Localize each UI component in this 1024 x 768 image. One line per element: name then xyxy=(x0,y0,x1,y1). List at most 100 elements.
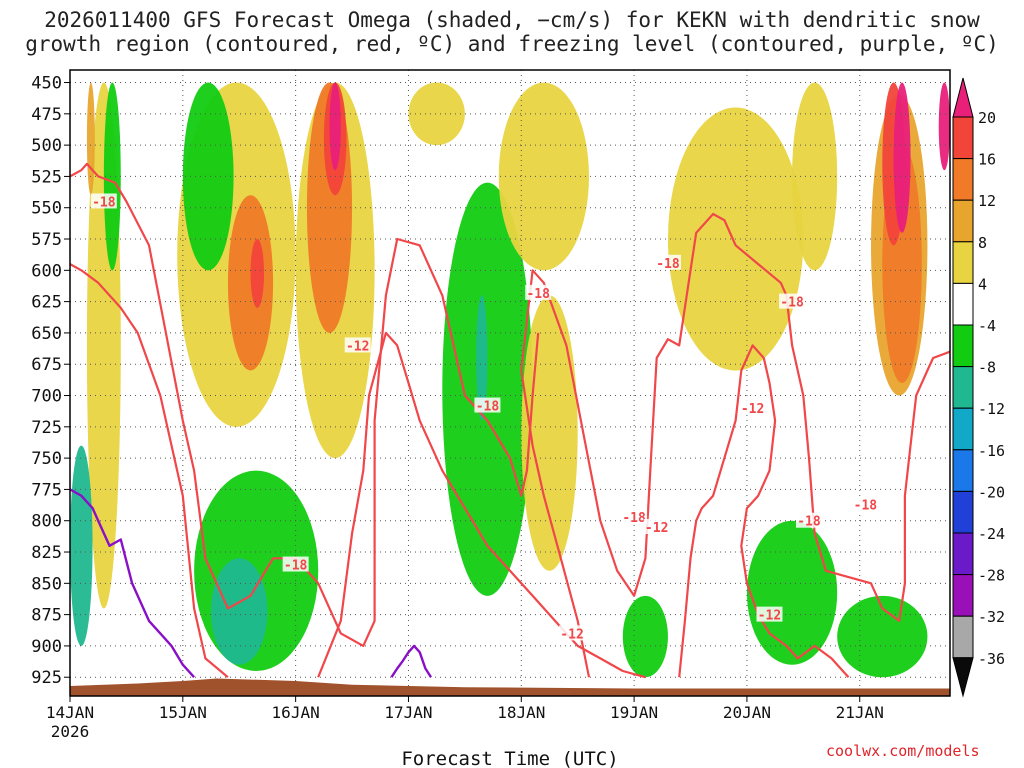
y-tick-label: 650 xyxy=(31,324,62,344)
omega-region-neg_4_8 xyxy=(837,595,928,678)
chart-title-line1: 2026011400 GFS Forecast Omega (shaded, −… xyxy=(44,8,980,32)
y-tick-label: 725 xyxy=(31,418,62,438)
y-tick-label: 500 xyxy=(31,136,62,156)
y-tick-label: 750 xyxy=(31,449,62,469)
omega-region-neg_4_8 xyxy=(103,82,121,271)
omega-region-pos_20 xyxy=(938,82,950,171)
colorbar-segment xyxy=(952,241,974,284)
dgz-contour--18 xyxy=(70,162,540,648)
contour-label: -18 xyxy=(284,559,308,574)
freezing-level-contour xyxy=(70,488,195,679)
y-tick-label: 675 xyxy=(31,355,62,375)
omega-region-pos_20 xyxy=(893,82,911,233)
dgz-contour--18 xyxy=(785,295,950,623)
omega-region-pos_8_12 xyxy=(86,82,95,196)
plot-frame xyxy=(69,69,951,697)
contour-label: -18 xyxy=(476,400,500,415)
y-tick-label: 600 xyxy=(31,261,62,281)
omega-region-neg_8_12 xyxy=(476,295,488,421)
x-tick-label: 20JAN xyxy=(723,703,771,722)
colorbar-label: -28 xyxy=(978,567,1005,585)
colorbar-segment xyxy=(952,449,974,492)
omega-region-neg_4_8 xyxy=(182,82,234,271)
colorbar-segment xyxy=(952,615,974,659)
contour-label: -18 xyxy=(656,257,680,272)
omega-region-neg_4_8 xyxy=(442,182,533,596)
x-tick-label: 16JAN xyxy=(272,703,320,722)
y-tick-label: 775 xyxy=(31,480,62,500)
omega-region-neg_8_12 xyxy=(211,558,268,665)
omega-region-pos_16_20 xyxy=(250,239,265,308)
x-tick-label: 14JAN xyxy=(46,703,94,722)
y-tick-label: 450 xyxy=(31,74,62,94)
y-tick-label: 525 xyxy=(31,167,62,187)
colorbar-segment xyxy=(952,490,974,534)
chart-title-line2: growth region (contoured, red, ºC) and f… xyxy=(25,32,999,56)
contour-label: -12 xyxy=(645,521,668,536)
x-tick-year: 2026 xyxy=(51,722,90,741)
colorbar-label: -20 xyxy=(978,483,1005,501)
dgz-contour--18 xyxy=(520,212,788,678)
colorbar-label: -4 xyxy=(978,317,996,335)
colorbar-label: -8 xyxy=(978,359,996,377)
contour-label: -18 xyxy=(780,296,804,311)
colorbar-segment xyxy=(952,574,974,617)
y-tick-label: 825 xyxy=(31,543,62,563)
colorbar-label: 20 xyxy=(978,109,996,127)
x-axis-label: Forecast Time (UTC) xyxy=(401,748,618,768)
credit-text: coolwx.com/models xyxy=(826,742,980,760)
contour-label: -18 xyxy=(622,511,646,526)
omega-region-pos_12_16 xyxy=(227,195,274,371)
omega-region-pos_4_8 xyxy=(792,82,838,271)
omega-region-neg_8_12 xyxy=(70,445,93,646)
x-tick-label: 15JAN xyxy=(159,703,207,722)
contour-label: -12 xyxy=(346,339,369,354)
omega-region-pos_20 xyxy=(329,82,341,171)
x-tick-label: 18JAN xyxy=(497,703,545,722)
y-tick-label: 900 xyxy=(31,637,62,657)
colorbar-segment xyxy=(952,116,974,160)
y-tick-label: 850 xyxy=(31,574,62,594)
y-tick-label: 925 xyxy=(31,668,62,688)
colorbar-top-arrow xyxy=(952,77,974,118)
y-tick-label: 550 xyxy=(31,199,62,219)
y-tick-label: 475 xyxy=(31,105,62,125)
colorbar-label: 16 xyxy=(978,151,996,169)
contour-label: -18 xyxy=(92,195,116,210)
colorbar-label: 8 xyxy=(978,234,987,252)
colorbar-segment xyxy=(952,199,974,243)
omega-region-pos_4_8 xyxy=(498,82,589,271)
y-tick-label: 800 xyxy=(31,512,62,532)
colorbar-label: -16 xyxy=(978,442,1005,460)
y-tick-label: 700 xyxy=(31,387,62,407)
omega-region-neg_4_8 xyxy=(746,520,838,665)
contour-label: -12 xyxy=(758,609,781,624)
y-tick-label: 875 xyxy=(31,606,62,626)
x-tick-label: 21JAN xyxy=(836,703,884,722)
dgz-contour--12 xyxy=(70,263,229,679)
y-tick-label: 625 xyxy=(31,293,62,313)
x-tick-label: 19JAN xyxy=(610,703,658,722)
omega-region-pos_4_8 xyxy=(408,82,465,146)
contour-label: -18 xyxy=(854,498,878,513)
freezing-level-contour xyxy=(390,644,433,678)
colorbar-label: -32 xyxy=(978,608,1005,626)
y-tick-label: 575 xyxy=(31,230,62,250)
colorbar-segment xyxy=(952,324,974,368)
colorbar-label: -24 xyxy=(978,525,1005,543)
colorbar-label: -36 xyxy=(978,650,1005,668)
dgz-contour--12 xyxy=(317,331,646,679)
colorbar-segment xyxy=(952,407,974,451)
omega-region-neg_4_8 xyxy=(622,595,668,678)
colorbar-label: 4 xyxy=(978,275,987,293)
colorbar-label: 12 xyxy=(978,192,996,210)
terrain xyxy=(70,678,950,696)
contour-label: -12 xyxy=(741,402,764,417)
dgz-contour--12 xyxy=(678,344,850,678)
colorbar-segment xyxy=(952,158,974,201)
colorbar-segment xyxy=(952,532,974,576)
contour-label: -18 xyxy=(526,287,550,302)
colorbar-segment xyxy=(952,366,974,409)
colorbar-label: -12 xyxy=(978,400,1005,418)
